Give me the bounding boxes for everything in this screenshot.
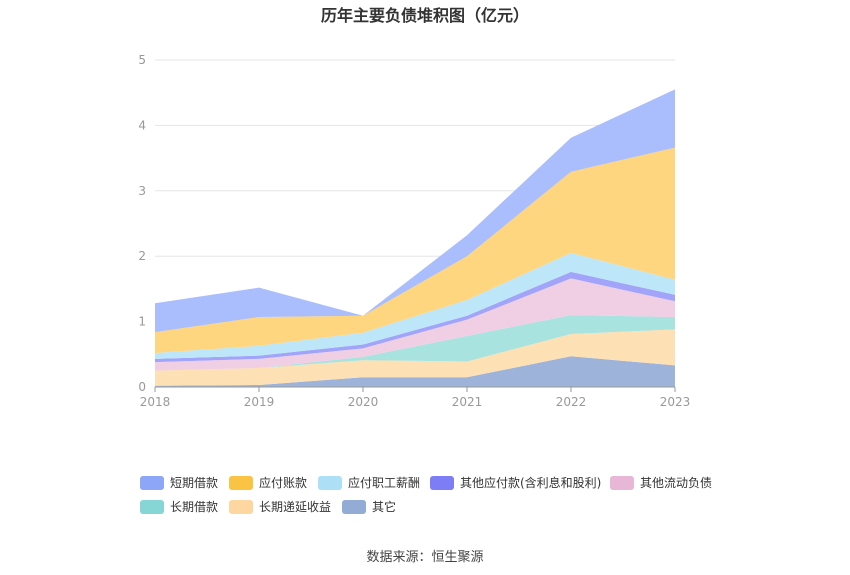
- legend-item[interactable]: 其它: [342, 498, 396, 515]
- area-series: [155, 89, 675, 333]
- legend-label: 长期借款: [170, 500, 219, 514]
- area-series: [155, 147, 675, 353]
- x-tick-label: 2023: [660, 395, 691, 409]
- legend-label: 应付职工薪酬: [348, 476, 421, 490]
- area-series: [155, 252, 675, 359]
- y-tick-label: 5: [138, 53, 146, 67]
- legend-label: 其他应付款(含利息和股利): [460, 476, 602, 490]
- y-tick-label: 3: [138, 184, 146, 198]
- legend-swatch: [610, 475, 634, 490]
- y-tick-label: 4: [138, 118, 146, 132]
- legend-item[interactable]: 长期递延收益: [229, 498, 331, 515]
- legend-label: 其它: [372, 500, 397, 514]
- area-series: [155, 329, 675, 386]
- legend-item[interactable]: 短期借款: [140, 474, 218, 491]
- legend-item[interactable]: 其他应付款(含利息和股利): [430, 474, 601, 491]
- legend-swatch: [342, 499, 366, 514]
- legend-swatch: [140, 499, 164, 514]
- x-tick-label: 2018: [140, 395, 171, 409]
- legend-label: 短期借款: [170, 476, 219, 490]
- legend-swatch: [229, 499, 253, 514]
- area-series: [155, 278, 675, 371]
- y-tick-label: 0: [138, 380, 146, 394]
- chart-title: 历年主要负债堆积图（亿元）: [320, 6, 529, 25]
- legend-swatch: [229, 475, 253, 490]
- area-series: [155, 356, 675, 387]
- x-tick-label: 2019: [244, 395, 275, 409]
- legend-swatch: [140, 475, 164, 490]
- legend-swatch: [430, 475, 454, 490]
- y-tick-label: 1: [138, 315, 146, 329]
- stacked-area-chart: 0 1 2 3 4 5 2018 2019 2020 2021 2022 2023: [138, 53, 691, 409]
- legend-label: 应付账款: [259, 476, 308, 490]
- legend-swatch: [318, 475, 342, 490]
- x-tick-label: 2022: [556, 395, 587, 409]
- legend-item[interactable]: 应付账款: [229, 474, 307, 491]
- x-tick-label: 2021: [452, 395, 483, 409]
- y-tick-label: 2: [138, 249, 146, 263]
- area-series: [155, 315, 675, 371]
- legend-item[interactable]: 长期借款: [140, 498, 218, 515]
- data-source-note: 数据来源：恒生聚源: [366, 550, 484, 565]
- legend-label: 其他流动负债: [640, 476, 713, 490]
- legend-item[interactable]: 应付职工薪酬: [318, 474, 420, 491]
- x-tick-label: 2020: [348, 395, 379, 409]
- legend-item[interactable]: 其他流动负债: [610, 474, 712, 491]
- legend-label: 长期递延收益: [259, 500, 332, 514]
